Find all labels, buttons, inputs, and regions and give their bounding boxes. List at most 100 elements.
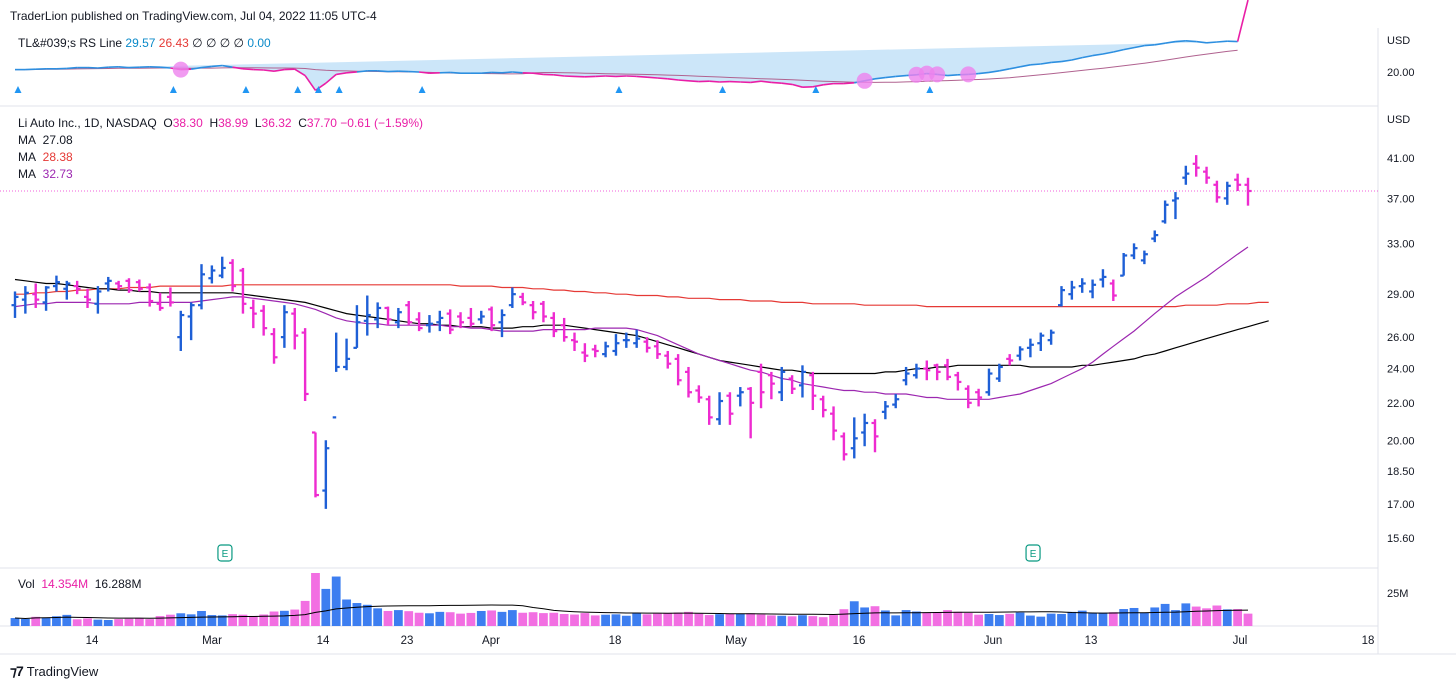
volume-bar-down [487,610,497,626]
ohlc-bar-down [84,288,92,308]
rs-new-high-triangle [926,86,934,93]
earnings-badge [217,544,233,562]
ohlc-bar-up [1140,250,1148,265]
ohlc-bar-up [985,368,993,396]
ohlc-bar-down [581,343,589,363]
ohlc-bar-down [643,337,651,353]
ohlc-bar-down [539,301,547,323]
time-tick-label: 23 [401,635,414,647]
rs-line-segment [895,74,907,78]
volume-bar-up [362,604,372,626]
volume-bar-up [1181,603,1191,626]
rs-average-line [15,49,1238,83]
ohlc-bar-up [104,276,112,292]
rs-line-segment [263,69,275,72]
ohlc-bar-down [1234,173,1242,191]
ohlc-bar-down [664,350,672,369]
volume-bar-down [570,614,579,626]
rs-line-segment [709,80,720,83]
volume-bar-down [124,618,134,626]
volume-bar-down [922,612,932,626]
rs-line-segment [191,66,202,70]
rs-line-segment [874,76,886,80]
time-tick-label: Mar [202,635,222,647]
time-tick-label: Apr [482,635,500,647]
rs-line-segment [843,82,855,85]
volume-bar-down [1005,613,1015,626]
ohlc-bar-down [944,358,952,381]
tradingview-brand[interactable]: ⁊7 TradingView [10,663,98,680]
rs-line-segment [1071,56,1083,61]
rs-line-segment [657,77,668,80]
ohlc-bar-up [425,315,433,333]
ohlc-bar-up [11,291,19,318]
rs-line-segment [211,64,223,68]
ohlc-bar-down [135,279,143,292]
volume-bar-down [663,612,673,626]
close-label: C [298,116,307,130]
price-tick-label: 18.50 [1387,466,1415,478]
ohlc-bar-down [146,283,154,307]
volume-bar-down [248,615,258,626]
time-tick-label: 18 [609,635,622,647]
volume-bar-up [20,618,30,626]
rs-line-segment [222,64,233,68]
volume-bar-down [145,619,155,626]
ohlc-bar-up [1057,286,1065,307]
earnings-letter: E [222,549,229,560]
volume-bar-down [818,617,828,626]
brand-name: TradingView [26,664,99,679]
ohlc-bar-down [571,332,579,351]
rs-new-high-triangle [335,86,343,93]
time-tick-label: 16 [853,635,866,647]
ohlc-bar-up [1068,280,1076,300]
ohlc-bar-down [840,432,848,461]
rs-highlight-dot [929,66,946,83]
rs-line-segment [1164,40,1176,44]
ohlc-bar-up [612,334,620,356]
ohlc-bar-down [1203,166,1211,184]
rs-line-segment [512,71,523,74]
ohlc-bar-down [1213,180,1221,203]
ohlc-bar-up [63,280,71,300]
price-tick-label: 37.00 [1387,193,1415,205]
ohlc-bar-down [32,283,40,308]
rs-line-segment [1009,66,1021,70]
volume-bar-down [580,613,590,626]
low-label: L [254,116,262,130]
change-value: −0.61 (−1.59%) [340,116,423,130]
ohlc-bar-up [42,286,50,311]
ohlc-bar-down [270,328,278,364]
ohlc-bar-down [457,312,465,329]
time-axis: 14 Mar 14 23 Apr 18 May 16 Jun 13 Jul 18 [86,635,1375,647]
ohlc-bar-down [529,301,537,320]
volume-bar-up [103,619,113,626]
volume-bar-up [1139,612,1149,626]
volume-bar-down [684,611,693,626]
rs-line-segment [242,68,254,71]
ohlc-bar-up [52,275,60,292]
ohlc-bar-down [726,392,734,425]
price-axes: 41.00 37.00 33.00 29.00 26.00 24.00 22.00 20.00… [1387,153,1415,545]
time-tick-label: 14 [317,635,330,647]
rs-line-segment [336,72,347,76]
rs-line-segment [97,66,109,69]
rs-line-segment [532,72,544,76]
volume-average-line [14,604,1249,620]
rs-fill-area [15,40,1238,91]
rs-line-segment [377,70,389,73]
volume-bar-down [404,611,414,626]
ohlc-bar-up [1026,338,1034,358]
tradingview-logo-icon: ⁊7 [10,663,24,679]
rs-line-segment [688,80,699,83]
volume-bar-down [518,612,528,626]
volume-bar-up [735,613,745,626]
rs-line-segment [501,71,513,74]
price-tick-label: 17.00 [1387,499,1415,511]
ma-value-2: 28.38 [42,150,73,164]
rs-title: TL&#039;s RS Line [18,36,123,50]
ohlc-bar-down [830,406,838,441]
rs-line-segment [1092,53,1104,57]
